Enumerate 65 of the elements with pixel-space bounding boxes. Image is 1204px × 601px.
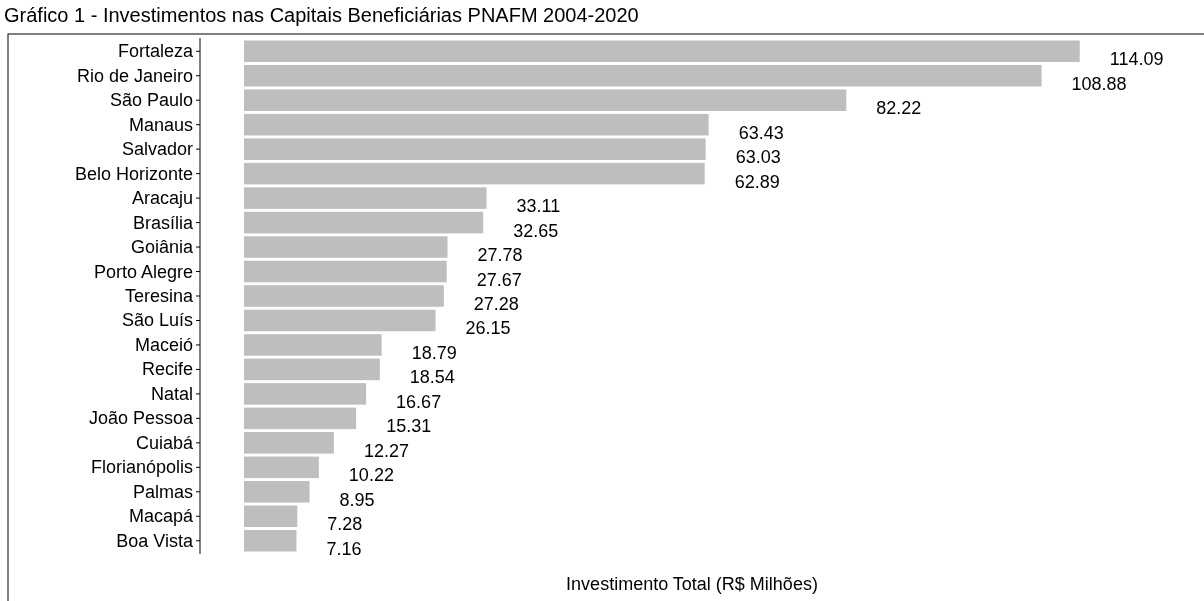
y-tick-label: Belo Horizonte: [74, 163, 193, 184]
bar: [244, 138, 706, 160]
data-label: 8.95: [339, 489, 375, 510]
data-label: 7.16: [326, 538, 362, 559]
data-label: 18.79: [411, 342, 457, 363]
bar: [244, 505, 298, 528]
bar: [244, 236, 448, 258]
data-label: 27.28: [473, 294, 519, 314]
data-label: 12.27: [363, 440, 409, 461]
data-label: 18.54: [409, 367, 455, 388]
data-label: 26.15: [465, 318, 511, 339]
data-label: 63.43: [738, 122, 784, 143]
data-label: 7.28: [327, 514, 363, 535]
bar: [244, 260, 447, 283]
data-label: 63.03: [735, 147, 781, 168]
data-label: 10.22: [348, 465, 394, 486]
bar: [244, 187, 487, 209]
y-tick-label: Brasília: [132, 212, 194, 233]
y-tick-label: Palmas: [132, 481, 193, 502]
y-tick-label: Goiânia: [130, 237, 194, 258]
data-label: 16.67: [396, 391, 442, 412]
bar: [244, 285, 444, 307]
data-label: 62.89: [734, 171, 780, 192]
bar: [244, 113, 709, 136]
bar: [244, 64, 1042, 87]
y-tick-label: Cuiabá: [135, 432, 194, 453]
data-label: 27.67: [476, 269, 522, 290]
y-tick-label: São Paulo: [109, 90, 193, 111]
data-label: 114.09: [1109, 49, 1164, 70]
data-label: 15.31: [386, 416, 432, 437]
y-tick-label: Aracaju: [131, 188, 193, 209]
y-tick-label: Recife: [141, 359, 193, 380]
y-tick-label: Natal: [150, 383, 193, 404]
data-label: 33.11: [516, 196, 561, 217]
bar: [244, 89, 847, 111]
bar: [244, 162, 705, 185]
bar: [244, 456, 319, 479]
bar: [244, 358, 380, 381]
y-tick-label: Boa Vista: [116, 530, 194, 551]
bar: [244, 432, 334, 454]
bar: [244, 481, 310, 503]
y-tick-label: Florianópolis: [90, 457, 193, 478]
chart-title: Gráfico 1 - Investimentos nas Capitais Beneficiárias PNAFM 2004-2020: [4, 4, 639, 26]
y-tick-label: João Pessoa: [88, 408, 194, 429]
y-tick-label: Manaus: [128, 114, 193, 135]
bar: [244, 334, 382, 356]
x-axis-title: Investimento Total (R$ Milhões): [566, 574, 818, 594]
data-label: 27.78: [477, 245, 523, 266]
y-tick-label: Macapá: [128, 506, 194, 527]
bar: [244, 40, 1080, 63]
data-label: 108.88: [1071, 73, 1127, 94]
y-tick-label: Teresina: [124, 286, 194, 306]
data-label: 32.65: [513, 220, 559, 241]
y-tick-label: Porto Alegre: [93, 261, 193, 282]
bar: [244, 529, 297, 552]
y-tick-label: Salvador: [121, 139, 193, 160]
bar: [244, 383, 367, 405]
bar: [244, 211, 484, 234]
y-tick-label: São Luís: [121, 310, 193, 331]
y-tick-label: Maceió: [134, 334, 193, 355]
bar: [244, 309, 436, 332]
y-tick-label: Fortaleza: [117, 41, 194, 62]
bar: [244, 407, 357, 430]
data-label: 82.22: [876, 98, 922, 119]
y-tick-label: Rio de Janeiro: [76, 65, 193, 86]
